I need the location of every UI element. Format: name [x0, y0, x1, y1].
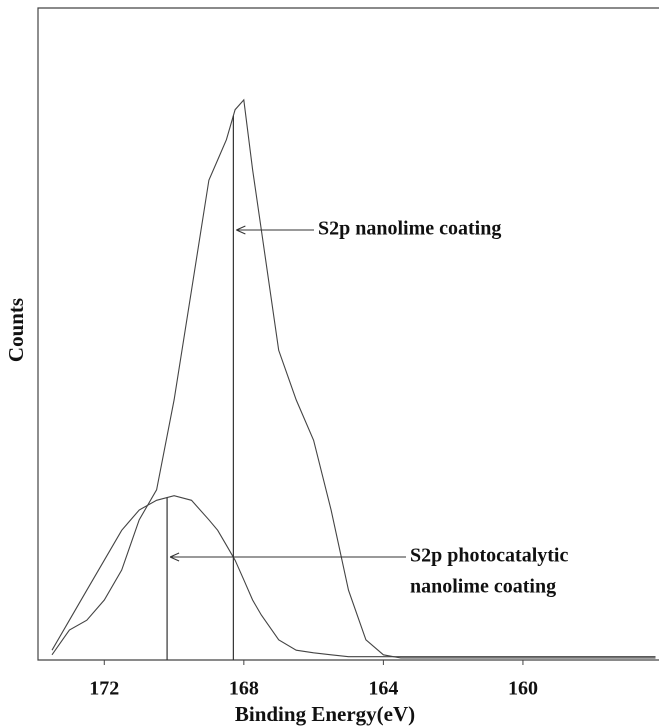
x-axis-label: Binding Energy(eV)	[235, 702, 415, 726]
arrow-head	[169, 552, 180, 562]
arrow-head	[236, 225, 246, 235]
annotation-text: S2p photocatalytic	[410, 545, 568, 567]
y-axis-label: Counts	[4, 298, 28, 362]
plot-frame	[37, 7, 659, 661]
x-tick-label: 160	[508, 678, 538, 700]
annotation-text: nanolime coating	[410, 576, 556, 598]
x-tick-label: 164	[368, 678, 398, 700]
x-tick-label: 172	[89, 678, 119, 700]
annotation-text: S2p nanolime coating	[318, 218, 501, 240]
data-line	[51, 495, 656, 658]
x-tick-label: 168	[229, 678, 259, 700]
data-line	[51, 98, 656, 659]
